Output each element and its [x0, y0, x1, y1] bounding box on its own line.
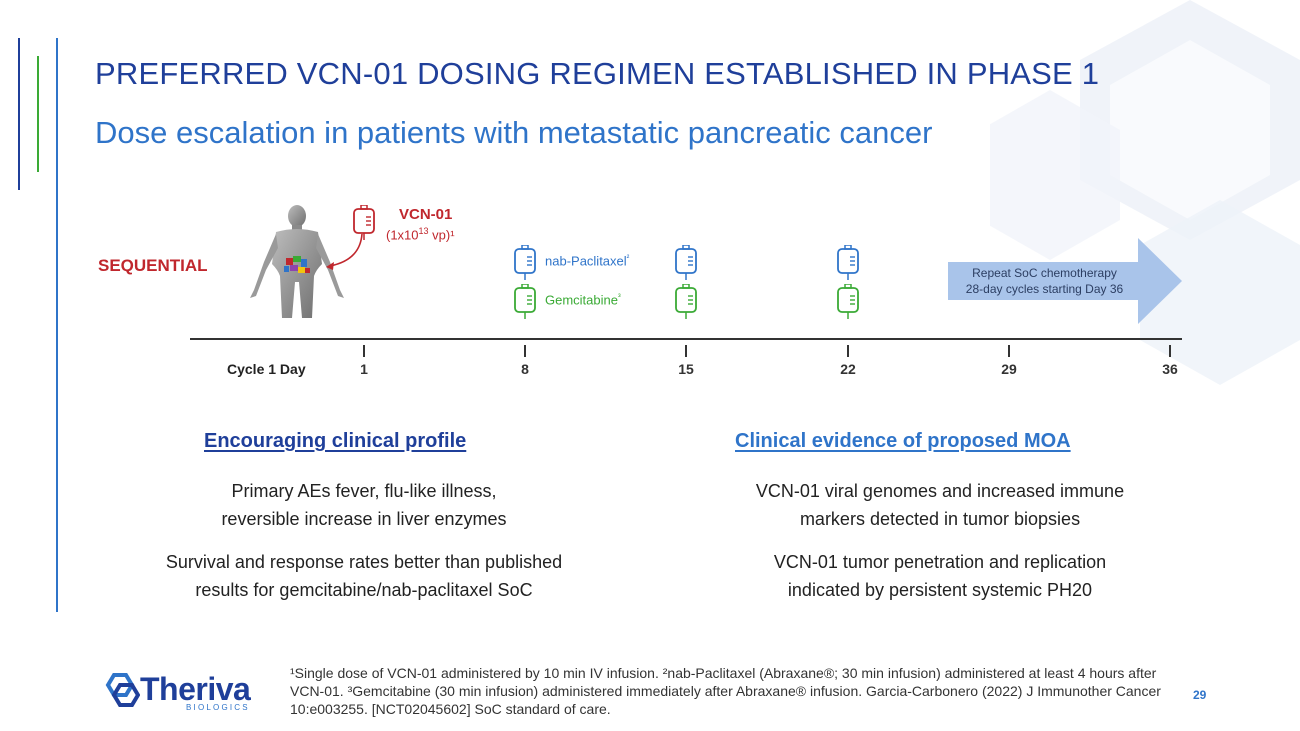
timeline-tick-day29: [1008, 345, 1010, 357]
vcn01-iv-bag-icon: [353, 205, 375, 240]
vcn-infusion-arrow: [326, 233, 363, 270]
left-column-heading: Encouraging clinical profile: [204, 430, 467, 452]
right-column-point-1: VCN-01 viral genomes and increased immun…: [680, 477, 1200, 533]
right-column-heading: Clinical evidence of proposed MOA: [735, 430, 1071, 452]
page-title: PREFERRED VCN-01 DOSING REGIMEN ESTABLIS…: [95, 56, 1100, 91]
nab-paclitaxel-footnote-mark: ²: [626, 253, 630, 262]
timeline-label-day8: 8: [521, 361, 529, 377]
accent-line-blue: [56, 38, 58, 612]
timeline-axis-label: Cycle 1 Day: [227, 361, 306, 377]
gemcitabine-name: Gemcitabine: [545, 292, 618, 308]
regimen-label: SEQUENTIAL: [98, 256, 208, 275]
repeat-cycle-text: Repeat SoC chemotherapy 28-day cycles st…: [952, 265, 1137, 297]
page-subtitle: Dose escalation in patients with metasta…: [95, 115, 933, 150]
left-point-2-line-2: results for gemcitabine/nab-paclitaxel S…: [195, 580, 533, 600]
left-point-1-line-2: reversible increase in liver enzymes: [221, 509, 507, 529]
timeline-label-day22: 22: [840, 361, 856, 377]
vcn01-dose-prefix: (1x10: [386, 227, 419, 243]
timeline-tick-day15: [685, 345, 687, 357]
gemcitabine-iv-bag-icon-day15: [675, 284, 697, 319]
human-body-icon: [250, 205, 344, 318]
vcn01-dose-exponent: 13: [418, 226, 429, 236]
right-point-2-line-2: indicated by persistent systemic PH20: [787, 580, 1093, 600]
repeat-cycle-line-1: Repeat SoC chemotherapy: [972, 266, 1117, 280]
timeline-label-day1: 1: [360, 361, 368, 377]
repeat-cycle-line-2: 28-day cycles starting Day 36: [965, 282, 1124, 296]
vcn01-dose-suffix: vp)¹: [428, 227, 455, 243]
footnote: ¹Single dose of VCN-01 administered by 1…: [290, 665, 1161, 717]
right-column-point-2: VCN-01 tumor penetration and replication…: [680, 548, 1200, 604]
vcn01-label: VCN-01: [399, 206, 453, 223]
logo-subtitle: BIOLOGICS: [186, 703, 250, 712]
right-point-2-line-1: VCN-01 tumor penetration and replication: [773, 552, 1107, 572]
logo-wordmark: Theriva: [140, 671, 251, 707]
theriva-logo-icon: [105, 673, 140, 707]
timeline-tick-day22: [847, 345, 849, 357]
right-point-1-line-2: markers detected in tumor biopsies: [799, 509, 1081, 529]
left-column-point-2: Survival and response rates better than …: [100, 548, 628, 604]
timeline-label-day36: 36: [1162, 361, 1178, 377]
repeat-cycle-arrow: [948, 238, 1182, 324]
accent-line-navy: [18, 38, 20, 190]
paclitaxel-iv-bag-icon-day8: [514, 245, 536, 280]
gemcitabine-footnote-mark: ³: [617, 292, 621, 301]
timeline-tick-day36: [1169, 345, 1171, 357]
gemcitabine-iv-bag-icon-day8: [514, 284, 536, 319]
nab-paclitaxel-label: nab-Paclitaxel²: [545, 253, 629, 268]
timeline-tick-day8: [524, 345, 526, 357]
left-column-point-1: Primary AEs fever, flu-like illness, rev…: [100, 477, 628, 533]
right-point-1-line-1: VCN-01 viral genomes and increased immun…: [755, 481, 1125, 501]
timeline-tick-day1: [363, 345, 365, 357]
paclitaxel-iv-bag-icon-day22: [837, 245, 859, 280]
left-point-2-line-1: Survival and response rates better than …: [165, 552, 563, 572]
timeline-axis: [190, 338, 1182, 340]
gemcitabine-iv-bag-icon-day22: [837, 284, 859, 319]
vcn01-dose: (1x1013 vp)¹: [386, 226, 455, 242]
timeline-label-day15: 15: [678, 361, 694, 377]
gemcitabine-label: Gemcitabine³: [545, 292, 621, 307]
nab-paclitaxel-name: nab-Paclitaxel: [545, 253, 627, 269]
timeline-label-day29: 29: [1001, 361, 1017, 377]
left-point-1-line-1: Primary AEs fever, flu-like illness,: [231, 481, 497, 501]
accent-line-green: [37, 56, 39, 172]
page-number: 29: [1193, 688, 1207, 702]
paclitaxel-iv-bag-icon-day15: [675, 245, 697, 280]
